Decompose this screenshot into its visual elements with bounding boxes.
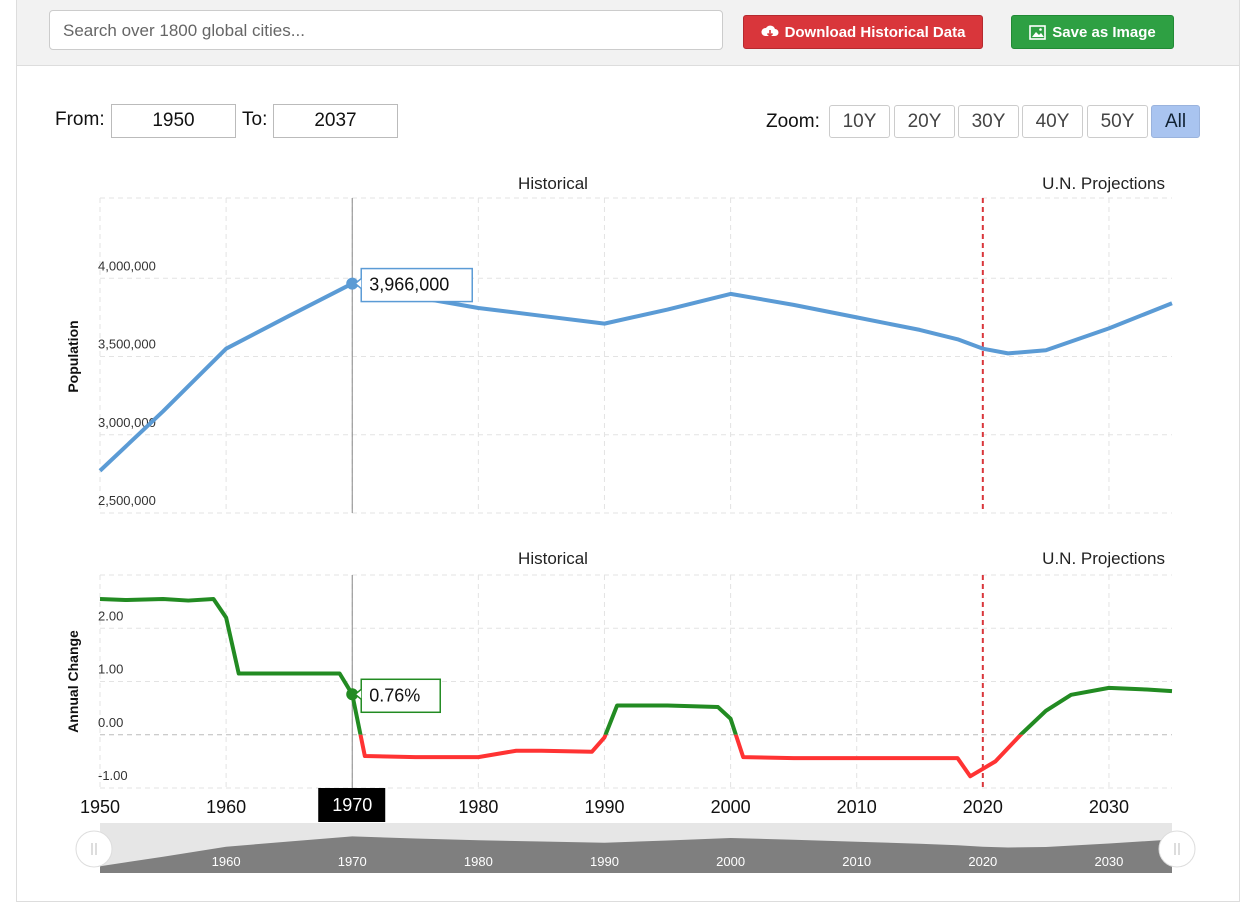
x-tick-label: 2030	[1089, 797, 1129, 817]
x-tick-label: 2010	[837, 797, 877, 817]
annotation: U.N. Projections	[1042, 174, 1165, 193]
y-axis-title: Annual Change	[65, 630, 81, 733]
annotation: U.N. Projections	[1042, 549, 1165, 568]
zoom-label: Zoom:	[766, 111, 820, 132]
annotation: Historical	[518, 549, 588, 568]
y-tick-label: 3,500,000	[98, 337, 156, 352]
tooltip-text: 0.76%	[369, 685, 420, 705]
x-tick-label: 2020	[963, 797, 1003, 817]
y-tick-label: 0.00	[98, 715, 123, 730]
tooltip-box	[360, 267, 473, 303]
x-tick-label: 1990	[584, 797, 624, 817]
save-label: Save as Image	[1052, 23, 1156, 41]
navigator-area	[100, 836, 1172, 873]
zoom-button[interactable]: 10Y	[829, 105, 890, 138]
annotation: Historical	[518, 174, 588, 193]
change-line-positive	[99, 596, 1173, 735]
y-axis-title: Population	[65, 320, 81, 392]
tooltip-text: 3,966,000	[369, 275, 449, 295]
navigator-tick-label: 1970	[338, 854, 367, 869]
x-tick-label: 1980	[458, 797, 498, 817]
navigator-tick-label: 1990	[590, 854, 619, 869]
y-tick-label: 2.00	[98, 608, 123, 623]
tooltip-pointer	[354, 688, 362, 700]
chart-panel	[16, 66, 1240, 902]
navigator-tick-label: 2000	[716, 854, 745, 869]
x-tick-label: 2000	[711, 797, 751, 817]
search-input[interactable]: Search over 1800 global cities...	[49, 10, 723, 50]
zoom-button[interactable]: 30Y	[958, 105, 1019, 138]
navigator-handle[interactable]	[75, 830, 113, 868]
to-input[interactable]: 2037	[273, 104, 398, 138]
cloud-icon	[761, 25, 779, 38]
y-tick-label: -1.00	[98, 768, 128, 783]
save-button[interactable]: Save as Image	[1011, 15, 1174, 49]
navigator-tick-label: 2020	[968, 854, 997, 869]
y-tick-label: 4,000,000	[98, 258, 156, 273]
crosshair-label: 1970	[332, 795, 372, 815]
download-button[interactable]: Download Historical Data	[743, 15, 983, 49]
download-label: Download Historical Data	[784, 23, 966, 41]
tooltip-pointer	[354, 277, 362, 290]
navigator-tick-label: 2030	[1094, 854, 1123, 869]
to-label: To:	[242, 109, 268, 130]
y-tick-label: 2,500,000	[98, 493, 156, 508]
navigator-tick-label: 1980	[464, 854, 493, 869]
navigator-tick-label: 2010	[842, 854, 871, 869]
change-line-negative	[358, 734, 1024, 779]
navigator-tick-label: 1960	[212, 854, 241, 869]
crosshair-label-box	[318, 788, 386, 822]
zoom-button[interactable]: 50Y	[1087, 105, 1148, 138]
navigator-handle[interactable]	[1158, 830, 1196, 868]
zoom-button[interactable]: 40Y	[1022, 105, 1083, 138]
image-icon	[1029, 24, 1047, 40]
y-tick-label: 3,000,000	[98, 415, 156, 430]
hover-marker	[346, 277, 359, 290]
from-input[interactable]: 1950	[111, 104, 236, 138]
population-line	[98, 281, 1173, 473]
x-tick-label: 1950	[80, 797, 120, 817]
x-tick-label: 1960	[206, 797, 246, 817]
from-label: From:	[55, 109, 105, 130]
y-tick-label: 1.00	[98, 662, 123, 677]
zoom-button[interactable]: All	[1151, 105, 1200, 138]
zoom-button[interactable]: 20Y	[894, 105, 955, 138]
hover-marker	[346, 688, 359, 701]
